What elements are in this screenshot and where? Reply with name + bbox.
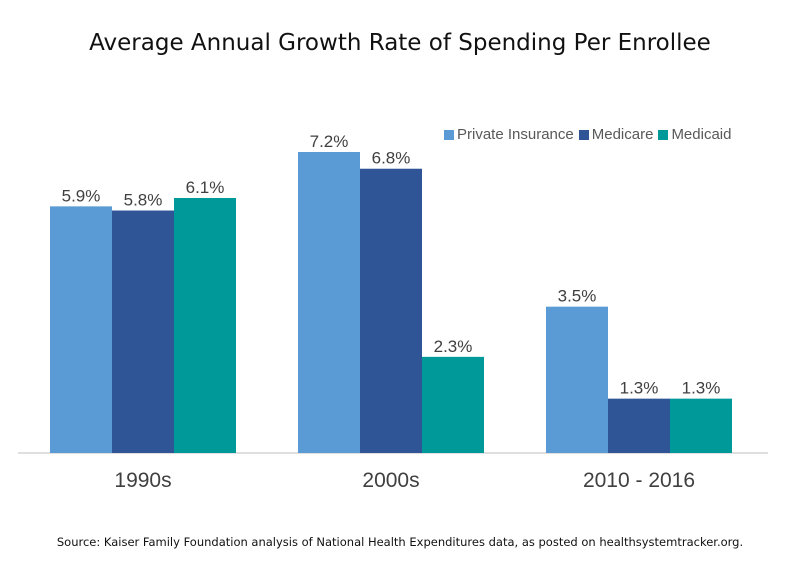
legend-label-medicare: Medicare [591,126,654,143]
data-label-medicaid-2000s: 2.3% [434,337,473,356]
data-label-medicaid-2010-2016: 1.3% [682,379,721,398]
category-label-1990s: 1990s [114,469,171,492]
legend-item-private-insurance: Private Insurance [444,126,574,143]
source-note: Source: Kaiser Family Foundation analysi… [56,535,744,549]
category-label-2000s: 2000s [362,469,419,492]
legend-swatch-private-insurance [444,129,454,140]
bar-private-insurance-2010-2016 [546,306,608,453]
legend-item-medicare: Medicare [578,126,654,143]
bar-private-insurance-1990s [50,206,112,453]
bar-medicaid-2000s [422,356,484,453]
legend-item-medicaid: Medicaid [658,126,731,143]
data-label-medicare-2000s: 6.8% [372,149,411,168]
legend-swatch-medicaid [658,129,669,140]
chart-title: Average Annual Growth Rate of Spending P… [89,30,711,56]
legend-swatch-medicare [578,129,589,140]
data-label-private-insurance-2010-2016: 3.5% [558,287,597,306]
legend-label-private-insurance: Private Insurance [457,126,574,143]
data-label-medicare-2010-2016: 1.3% [620,379,659,398]
bar-medicare-2000s [360,168,422,453]
legend-label-medicaid: Medicaid [671,126,732,143]
chart-legend: Private Insurance Medicare Medicaid [444,126,736,143]
bar-medicare-1990s [112,210,174,453]
data-label-private-insurance-1990s: 5.9% [62,186,101,205]
data-label-medicare-1990s: 5.8% [124,191,163,210]
category-label-2010-2016: 2010 - 2016 [583,469,695,492]
data-label-private-insurance-2000s: 7.2% [310,132,349,151]
bar-medicaid-2010-2016 [670,398,732,453]
bar-medicaid-1990s [174,197,236,453]
bar-private-insurance-2000s [298,152,360,453]
bar-medicare-2010-2016 [608,398,670,453]
data-label-medicaid-1990s: 6.1% [186,178,225,197]
